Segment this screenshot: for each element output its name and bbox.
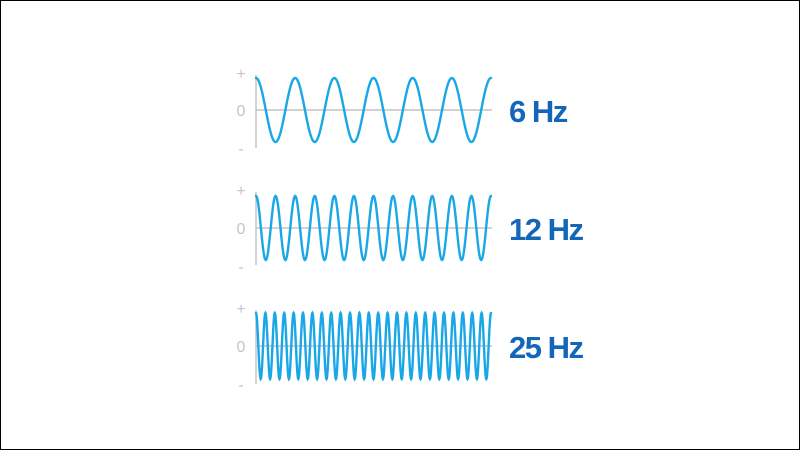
sine-wave (254, 310, 493, 382)
sine-wave (254, 76, 493, 144)
minus-label: - (238, 141, 243, 158)
wave-panel-12hz: + 0 - 12 Hz (236, 183, 585, 276)
plus-label: + (236, 183, 245, 200)
frequency-label: 25 Hz (509, 330, 583, 365)
plus-label: + (236, 66, 245, 83)
wave-panel-25hz: + 0 - 25 Hz (236, 301, 585, 394)
minus-label: - (238, 377, 243, 394)
plus-label: + (236, 301, 245, 318)
zero-label: 0 (237, 339, 246, 356)
frequency-label: 6 Hz (509, 94, 568, 129)
zero-label: 0 (237, 221, 246, 238)
wave-panel-6hz: + 0 - 6 Hz (236, 66, 569, 158)
minus-label: - (238, 259, 243, 276)
frequency-label: 12 Hz (509, 212, 583, 247)
zero-label: 0 (237, 103, 246, 120)
sine-wave (254, 194, 493, 262)
